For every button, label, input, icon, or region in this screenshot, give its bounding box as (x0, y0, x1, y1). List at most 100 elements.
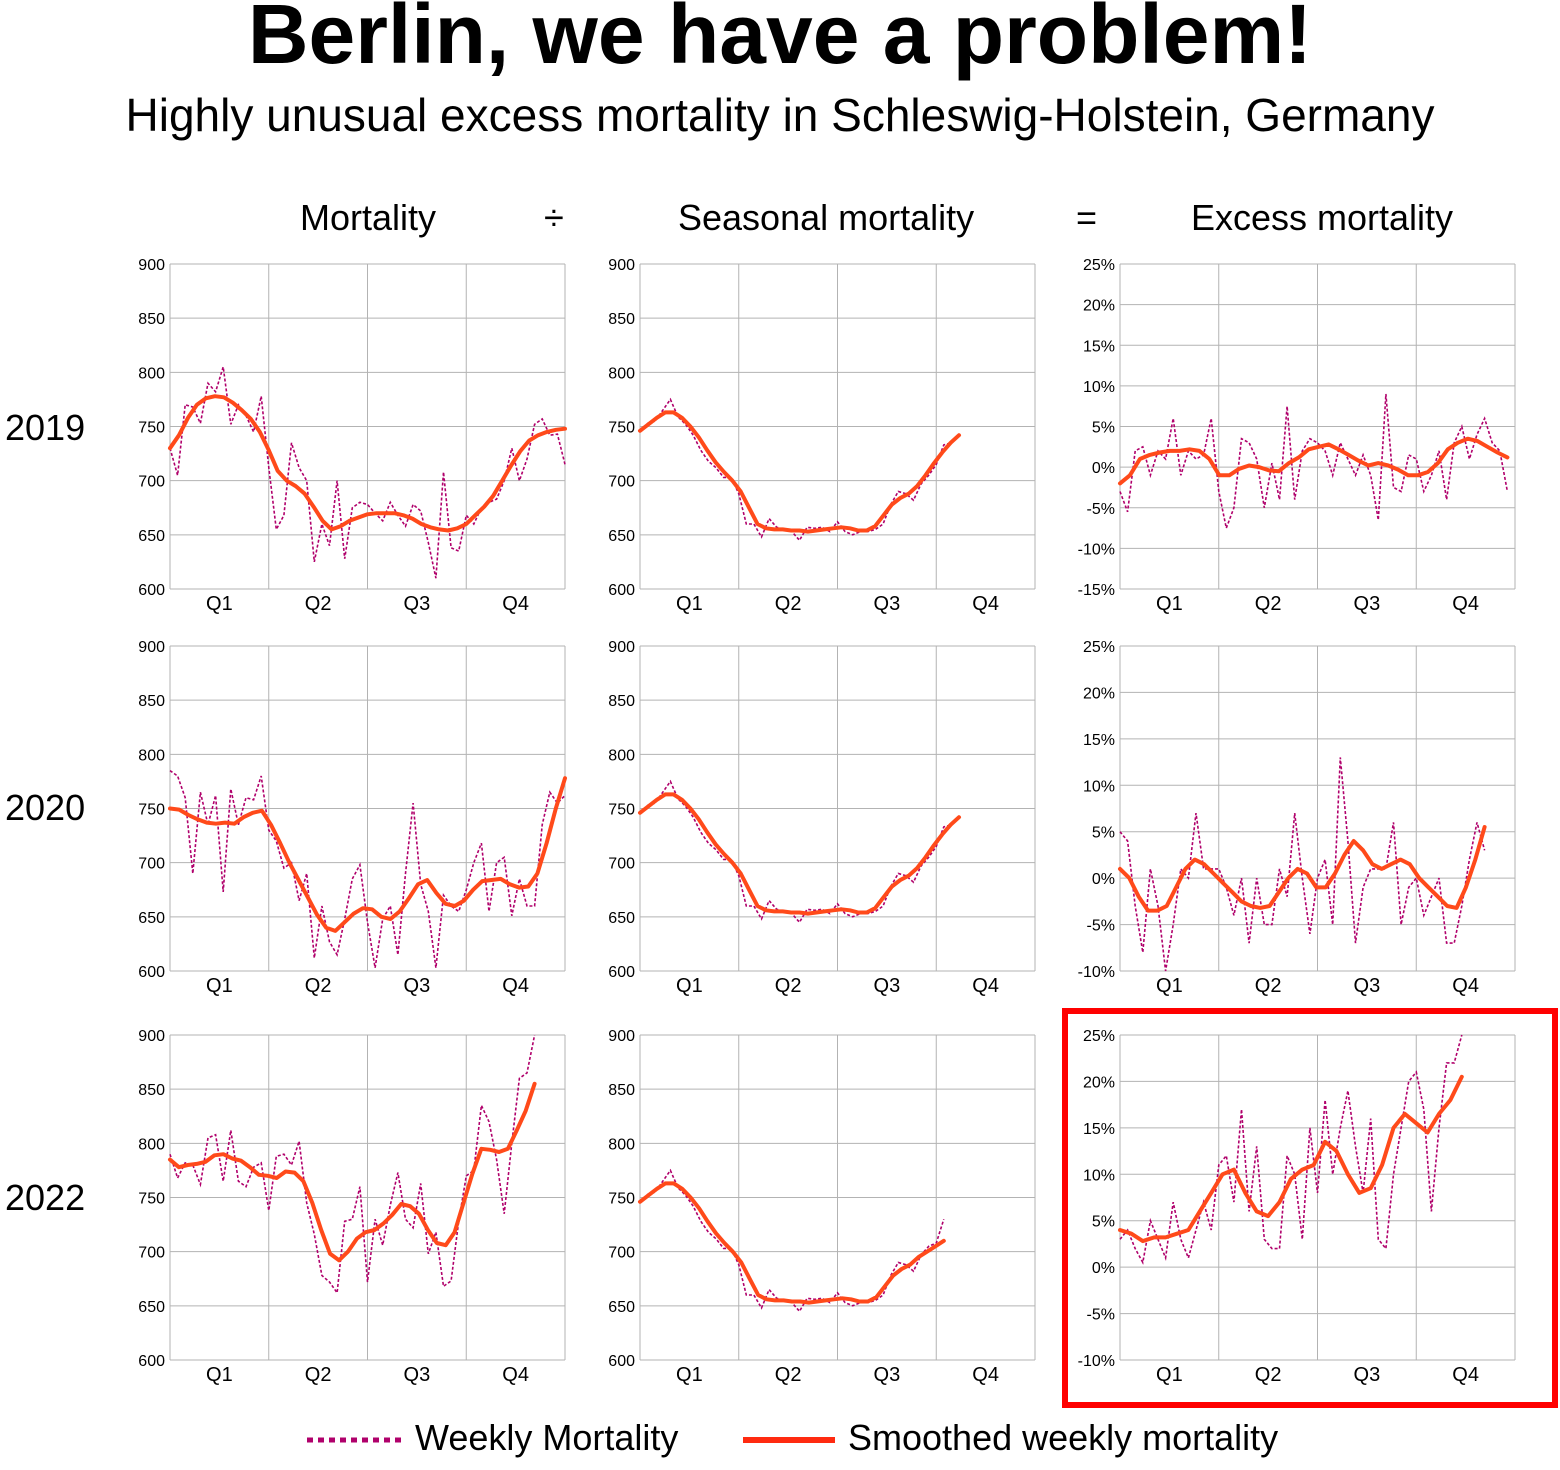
legend-smoothed-label: Smoothed weekly mortality (848, 1417, 1279, 1458)
column-header-seasonal: Seasonal mortality (678, 197, 975, 238)
x-tick-label: Q2 (1255, 975, 1282, 997)
chart-2019-mortality: 600 650 700 750 800 850 900 Q1 Q2 Q3 Q4 (138, 257, 567, 615)
smoothed-mortality-line (1118, 1074, 1464, 1244)
x-tick-label: Q4 (502, 593, 529, 615)
y-tick-label: 10% (1083, 1167, 1115, 1184)
x-tick-label: Q2 (305, 975, 332, 997)
y-tick-label: 5% (1092, 1214, 1115, 1231)
y-tick-label: 750 (608, 802, 635, 819)
y-tick-label: 650 (608, 528, 635, 545)
y-tick-label: 15% (1083, 732, 1115, 749)
x-tick-label: Q3 (874, 593, 901, 615)
smoothed-mortality-line (168, 1081, 537, 1263)
row-label-2020: 2020 (5, 787, 86, 828)
x-tick-label: Q1 (206, 1364, 233, 1386)
chart-2022-mortality: 600 650 700 750 800 850 900 Q1 Q2 Q3 Q4 (138, 1028, 566, 1386)
y-tick-label: 650 (138, 528, 165, 545)
y-tick-label: 600 (138, 582, 165, 599)
x-tick-label: Q4 (502, 975, 529, 997)
y-tick-label: 850 (608, 693, 635, 710)
y-tick-label: 700 (138, 1245, 165, 1262)
legend-weekly-label: Weekly Mortality (415, 1417, 679, 1458)
x-tick-label: Q4 (1452, 975, 1479, 997)
y-tick-label: 750 (138, 802, 165, 819)
smoothed-mortality-line (638, 1181, 946, 1305)
smoothed-mortality-line (168, 394, 567, 533)
y-tick-label: 25% (1083, 257, 1115, 274)
y-tick-label: 900 (608, 257, 635, 274)
x-tick-label: Q4 (972, 593, 999, 615)
y-tick-label: 0% (1092, 1260, 1115, 1277)
y-tick-label: -10% (1078, 964, 1115, 981)
weekly-mortality-line (639, 397, 960, 542)
y-tick-label: 600 (138, 1353, 165, 1370)
y-tick-label: 15% (1083, 338, 1115, 355)
chart-2019-seasonal-mortality: 600 650 700 750 800 850 900 Q1 Q2 Q3 Q4 (608, 257, 1036, 615)
y-tick-label: 700 (608, 1245, 635, 1262)
chart-2022-seasonal-mortality: 600 650 700 750 800 850 900 Q1 Q2 Q3 Q4 (608, 1028, 1036, 1386)
y-tick-label: 650 (608, 910, 635, 927)
x-tick-label: Q3 (1354, 593, 1381, 615)
y-tick-label: 25% (1083, 639, 1115, 656)
y-tick-label: 5% (1092, 420, 1115, 437)
x-tick-label: Q3 (404, 1364, 431, 1386)
y-tick-label: 700 (608, 474, 635, 491)
y-tick-label: 700 (138, 856, 165, 873)
divide-operator: ÷ (544, 197, 564, 238)
smoothed-mortality-line (168, 776, 567, 933)
x-tick-label: Q3 (404, 593, 431, 615)
row-label-2019: 2019 (5, 407, 86, 448)
x-tick-label: Q1 (1156, 1364, 1183, 1386)
y-tick-label: 900 (608, 1028, 635, 1045)
y-tick-label: 800 (608, 747, 635, 764)
y-tick-label: 800 (138, 365, 165, 382)
y-tick-label: 600 (138, 964, 165, 981)
y-tick-label: 10% (1083, 379, 1115, 396)
y-tick-label: 700 (138, 474, 165, 491)
y-tick-label: -10% (1078, 541, 1115, 558)
x-tick-label: Q2 (775, 593, 802, 615)
y-tick-label: 800 (608, 365, 635, 382)
x-tick-label: Q2 (1255, 593, 1282, 615)
x-tick-label: Q4 (1452, 1364, 1479, 1386)
smoothed-mortality-line (638, 410, 961, 534)
y-tick-label: 700 (608, 856, 635, 873)
row-label-2022: 2022 (5, 1177, 86, 1218)
x-tick-label: Q1 (206, 593, 233, 615)
y-tick-label: 650 (138, 1299, 165, 1316)
x-tick-label: Q2 (775, 975, 802, 997)
legend-weekly-swatch (307, 1437, 401, 1443)
y-tick-label: 600 (608, 1353, 635, 1370)
y-tick-label: 5% (1092, 825, 1115, 842)
y-tick-label: 10% (1083, 778, 1115, 795)
x-tick-label: Q2 (305, 1364, 332, 1386)
y-tick-label: -15% (1078, 582, 1115, 599)
y-tick-label: 900 (138, 257, 165, 274)
y-tick-label: 25% (1083, 1028, 1115, 1045)
legend-smoothed-swatch (743, 1437, 835, 1443)
x-tick-label: Q1 (676, 975, 703, 997)
weekly-mortality-line (169, 366, 566, 579)
x-tick-label: Q4 (972, 1364, 999, 1386)
y-tick-label: 20% (1083, 298, 1115, 315)
x-tick-label: Q3 (874, 975, 901, 997)
y-tick-label: 750 (138, 420, 165, 437)
y-tick-label: 850 (138, 311, 165, 328)
weekly-mortality-line (639, 779, 960, 924)
weekly-mortality-line (169, 769, 566, 968)
y-tick-label: 15% (1083, 1121, 1115, 1138)
y-tick-label: 750 (608, 1191, 635, 1208)
y-tick-label: -5% (1087, 1307, 1115, 1324)
weekly-mortality-line (169, 1034, 536, 1296)
chart-2020-mortality: 600 650 700 750 800 850 900 Q1 Q2 Q3 Q4 (138, 639, 567, 997)
y-tick-label: 600 (608, 582, 635, 599)
x-tick-label: Q4 (1452, 593, 1479, 615)
y-tick-label: -10% (1078, 1353, 1115, 1370)
x-tick-label: Q1 (206, 975, 233, 997)
equals-operator: = (1076, 197, 1098, 238)
y-tick-label: 0% (1092, 460, 1115, 477)
y-tick-label: 0% (1092, 871, 1115, 888)
weekly-mortality-line (1119, 757, 1486, 972)
y-tick-label: 900 (608, 639, 635, 656)
y-tick-label: -5% (1087, 501, 1115, 518)
